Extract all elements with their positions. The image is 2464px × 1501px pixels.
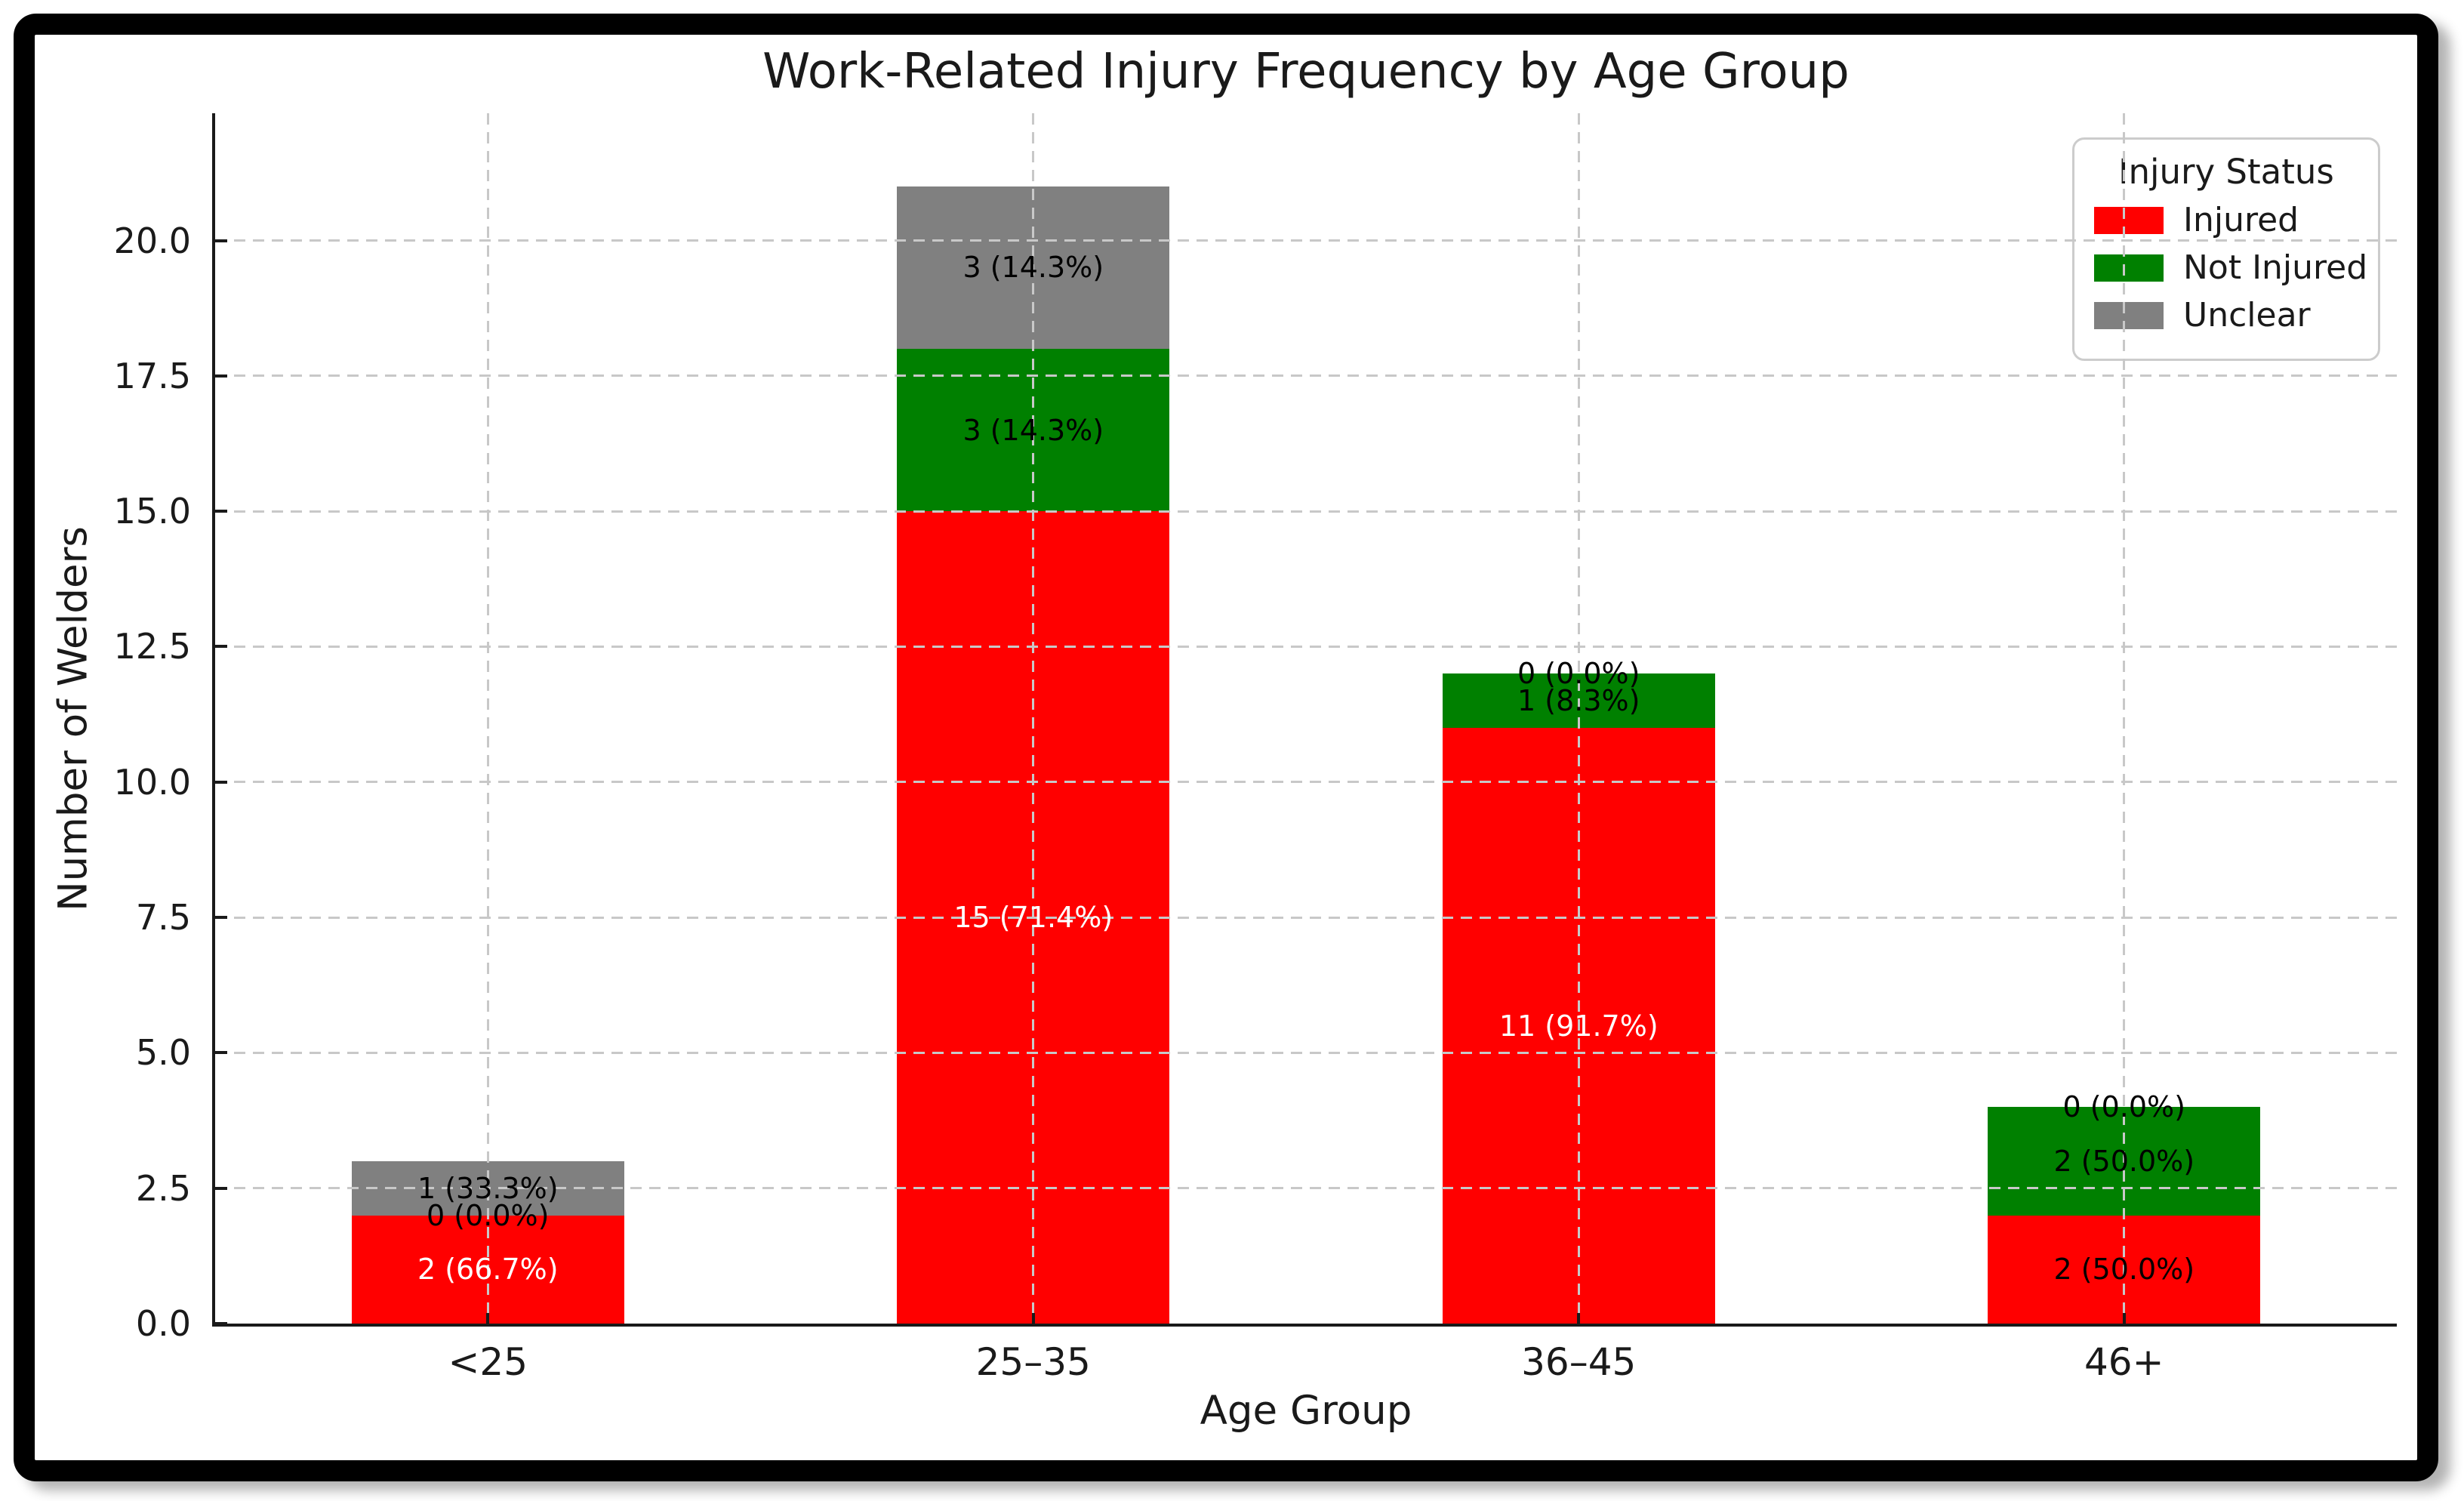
y-tick-label: 2.5 (135, 1167, 191, 1209)
y-tick-label: 5.0 (135, 1032, 191, 1074)
y-gridline (215, 1051, 2397, 1054)
bar-segment-label: 1 (33.3%) (417, 1171, 559, 1205)
bar-segment-label: 11 (91.7%) (1498, 1009, 1659, 1043)
y-tick-mark (215, 239, 227, 242)
y-axis-label: Number of Welders (50, 526, 97, 911)
bar-segment-label: 3 (14.3%) (962, 251, 1104, 285)
legend-item-injured: Injured (2094, 201, 2358, 239)
y-tick-mark (215, 1051, 227, 1055)
x-tick-mark (1031, 1313, 1035, 1324)
y-gridline (215, 1187, 2397, 1190)
bar-segment-label: 1 (8.3%) (1517, 684, 1640, 718)
y-tick-mark (215, 780, 227, 784)
x-tick-mark (1577, 1313, 1581, 1324)
x-tick-label: <25 (448, 1340, 528, 1384)
legend-swatch-unclear (2094, 301, 2164, 329)
legend: Injury Status Injured Not Injured Unclear (2072, 137, 2380, 361)
y-tick-mark (215, 1186, 227, 1190)
bar-segment-label: 2 (66.7%) (417, 1253, 559, 1287)
y-tick-label: 0.0 (135, 1303, 191, 1344)
x-axis-label: Age Group (1200, 1388, 1412, 1434)
y-tick-mark (215, 645, 227, 649)
bar-segment-label: 0 (0.0%) (427, 1198, 550, 1232)
bar-segment-label: 0 (0.0%) (2062, 1090, 2185, 1124)
chart-title: Work-Related Injury Frequency by Age Gro… (762, 44, 1850, 100)
x-tick-label: 25–35 (975, 1340, 1091, 1384)
x-gridline (2123, 113, 2126, 1324)
y-gridline (215, 374, 2397, 378)
y-tick-label: 15.0 (113, 491, 191, 532)
y-tick-label: 17.5 (113, 355, 191, 396)
legend-item-not-injured: Not Injured (2094, 248, 2367, 287)
y-gridline (215, 781, 2397, 784)
bar-segment-label: 2 (50.0%) (2053, 1253, 2195, 1287)
x-gridline (1577, 113, 1580, 1324)
y-gridline (215, 916, 2397, 919)
x-tick-label: 36–45 (1521, 1340, 1637, 1384)
x-tick-label: 46+ (2084, 1340, 2164, 1384)
x-gridline (486, 113, 489, 1324)
y-gridline (215, 510, 2397, 513)
legend-swatch-not-injured (2094, 254, 2164, 282)
bar-segment-label: 0 (0.0%) (1517, 657, 1640, 691)
y-tick-label: 7.5 (135, 897, 191, 939)
y-tick-mark (215, 916, 227, 920)
y-tick-label: 12.5 (113, 626, 191, 667)
x-gridline (1032, 113, 1035, 1324)
legend-item-unclear: Unclear (2094, 296, 2358, 334)
plot-area: 0.0 2.5 5.0 7.5 10.0 12.5 15.0 17.5 20.0 <25 2 (66… (114, 113, 2397, 1384)
legend-title: Injury Status (2118, 152, 2334, 192)
y-tick-mark (215, 510, 227, 513)
legend-label: Unclear (2183, 296, 2311, 334)
y-tick-label: 10.0 (113, 761, 191, 803)
legend-label: Not Injured (2183, 248, 2368, 287)
legend-label: Injured (2183, 201, 2299, 239)
y-gridline (215, 239, 2397, 242)
y-tick-label: 20.0 (113, 220, 191, 261)
y-gridline (215, 645, 2397, 648)
x-axis-spine (212, 1324, 2397, 1327)
bar-segment-label: 2 (50.0%) (2053, 1144, 2195, 1178)
y-axis-spine (212, 113, 215, 1327)
legend-swatch-injured (2094, 206, 2164, 234)
bar-segment-label: 15 (71.4%) (953, 901, 1113, 935)
legend-items: Injured Not Injured Unclear (2094, 201, 2367, 334)
y-tick-mark (215, 374, 227, 378)
y-tick-mark (215, 1322, 227, 1325)
bar-segment-label: 3 (14.3%) (962, 413, 1104, 447)
x-tick-mark (2122, 1313, 2126, 1324)
x-tick-mark (486, 1313, 490, 1324)
